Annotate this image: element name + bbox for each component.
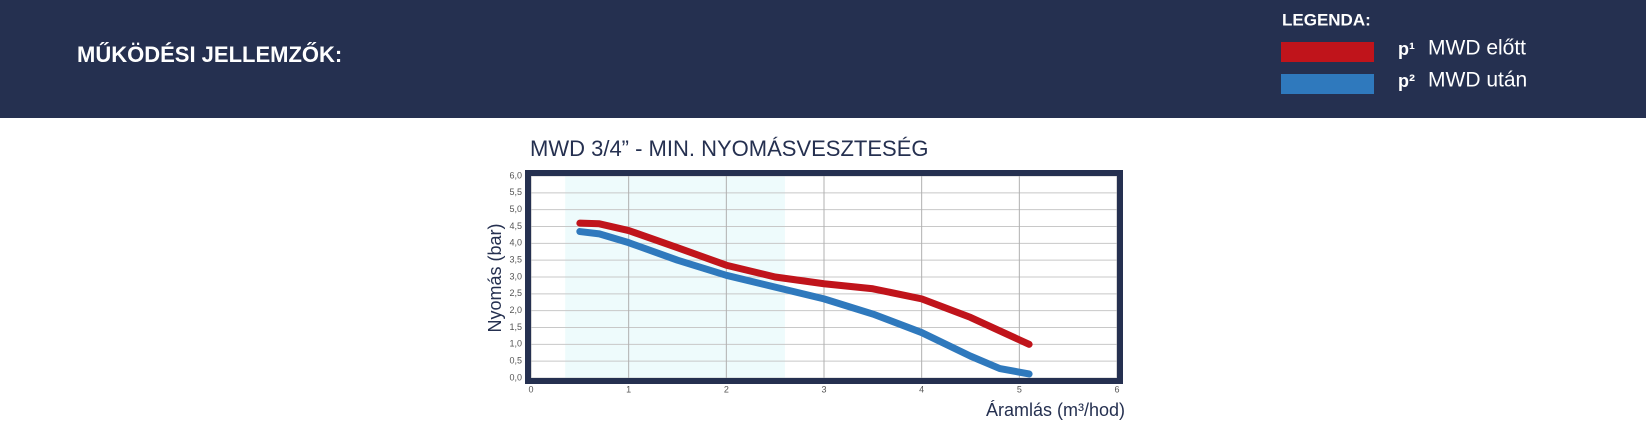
- x-tick-label: 4: [919, 384, 924, 394]
- x-tick-label: 5: [1017, 384, 1022, 394]
- legend-symbol: p²: [1398, 71, 1415, 91]
- x-tick-label: 1: [626, 384, 631, 394]
- y-tick-label: 0,0: [509, 372, 522, 382]
- y-tick-label: 2,5: [509, 288, 522, 298]
- y-tick-label: 3,0: [509, 271, 522, 281]
- legend-label: MWD után: [1428, 69, 1527, 92]
- legend-symbol: p¹: [1398, 39, 1415, 59]
- series-line: [576, 228, 1033, 378]
- x-tick-label: 0: [528, 384, 533, 394]
- y-tick-label: 5,0: [509, 204, 522, 214]
- y-tick-label: 1,5: [509, 322, 522, 332]
- y-tick-label: 2,0: [509, 305, 522, 315]
- y-tick-label: 4,5: [509, 221, 522, 231]
- plot-frame: [525, 170, 1123, 384]
- legend-swatch: [1281, 74, 1374, 94]
- y-tick-label: 5,5: [509, 187, 522, 197]
- legend-label: MWD előtt: [1428, 37, 1526, 60]
- y-tick-label: 1,0: [509, 339, 522, 349]
- x-tick-label: 6: [1114, 384, 1119, 394]
- legend-swatch: [1281, 42, 1374, 62]
- y-tick-label: 3,5: [509, 255, 522, 265]
- y-tick-label: 0,5: [509, 356, 522, 366]
- x-tick-label: 2: [724, 384, 729, 394]
- y-tick-label: 6,0: [509, 170, 522, 180]
- header-title: MŰKÖDÉSI JELLEMZŐK:: [77, 42, 342, 67]
- y-tick-label: 4,0: [509, 238, 522, 248]
- x-tick-label: 3: [821, 384, 826, 394]
- y-axis-label: Nyomás (bar): [485, 223, 505, 332]
- chart-title: MWD 3/4” - MIN. NYOMÁSVESZTESÉG: [530, 136, 928, 161]
- x-axis-label: Áramlás (m³/hod): [986, 400, 1125, 420]
- legend-title: LEGENDA:: [1282, 10, 1371, 29]
- series-line: [576, 219, 1033, 348]
